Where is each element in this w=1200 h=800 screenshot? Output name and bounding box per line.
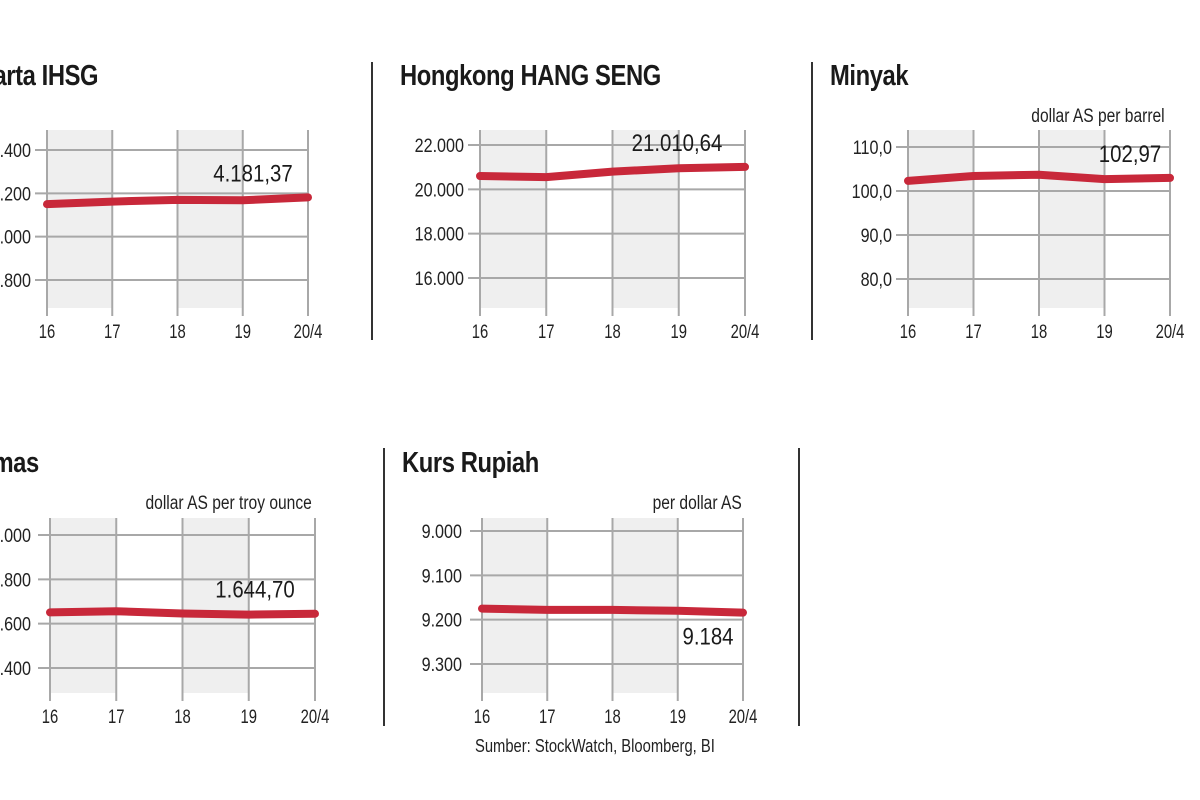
series-line bbox=[478, 604, 747, 617]
y-tick-label: 90,0 bbox=[861, 225, 893, 247]
x-tick-label: 17 bbox=[539, 706, 555, 727]
y-tick-label: 100,0 bbox=[852, 181, 893, 203]
last-value-label: 9.184 bbox=[682, 623, 733, 650]
y-tick-label: 1.600 bbox=[0, 613, 31, 635]
y-tick-label: 80,0 bbox=[861, 269, 893, 291]
shaded-band bbox=[177, 130, 243, 308]
x-tick-label: 16 bbox=[39, 321, 55, 342]
x-tick-label: 17 bbox=[104, 321, 120, 342]
shaded-band bbox=[612, 518, 678, 693]
shaded-band bbox=[1039, 130, 1105, 308]
y-tick-label: 9.300 bbox=[422, 654, 463, 676]
shaded-band bbox=[612, 130, 679, 308]
x-tick-label: 19 bbox=[1096, 321, 1112, 342]
y-tick-label: 9.200 bbox=[422, 609, 463, 631]
last-value-label: 4.181,37 bbox=[213, 160, 292, 187]
x-tick-label: 18 bbox=[169, 321, 185, 342]
x-tick-label: 16 bbox=[472, 321, 488, 342]
y-tick-label: 2.000 bbox=[0, 525, 31, 547]
source-note: Sumber: StockWatch, Bloomberg, BI bbox=[475, 736, 715, 756]
x-tick-label: 16 bbox=[474, 706, 490, 727]
chart-minyak: 110,0 100,0 90,0 80,0 16 17 18 19 20/4 102,97 bbox=[852, 130, 1185, 342]
chart-title: Hongkong HANG SENG bbox=[400, 60, 661, 92]
divider bbox=[371, 62, 373, 340]
y-tick-label: 4.400 bbox=[0, 140, 31, 162]
x-tick-label: 20/4 bbox=[729, 706, 758, 727]
chart-title: Emas bbox=[0, 447, 39, 479]
chart-unit: dollar AS per barrel bbox=[1031, 106, 1165, 127]
x-tick-label: 17 bbox=[965, 321, 981, 342]
divider bbox=[798, 448, 800, 726]
last-value-label: 102,97 bbox=[1099, 140, 1161, 167]
chart-panel-hangseng: Hongkong HANG SENG 22.000 20.000 18.000 16.… bbox=[395, 0, 805, 360]
x-tick-label: 16 bbox=[900, 321, 916, 342]
x-tick-label: 19 bbox=[241, 706, 257, 727]
chart-panel-rupiah: Kurs Rupiah per dollar AS 9.000 9.100 9.20… bbox=[400, 385, 800, 745]
x-tick-label: 20/4 bbox=[294, 321, 323, 342]
chart-unit: per dollar AS bbox=[652, 493, 742, 514]
y-tick-label: 3.800 bbox=[0, 270, 31, 292]
x-tick-label: 17 bbox=[108, 706, 124, 727]
chart-emas: 2.000 1.800 1.600 1.400 16 17 18 19 20/4 1.644,70 bbox=[0, 518, 330, 727]
y-tick-label: 4.000 bbox=[0, 226, 31, 248]
shaded-band bbox=[480, 130, 547, 308]
y-tick-label: 110,0 bbox=[853, 137, 892, 159]
shaded-band bbox=[50, 518, 117, 693]
x-tick-label: 18 bbox=[604, 321, 620, 342]
x-tick-label: 18 bbox=[174, 706, 190, 727]
y-tick-label: 1.800 bbox=[0, 569, 31, 591]
y-tick-label: 22.000 bbox=[415, 135, 465, 157]
chart-rupiah: 9.000 9.100 9.200 9.300 16 17 18 19 20/4 9.184 bbox=[422, 518, 758, 727]
y-tick-label: 9.000 bbox=[422, 521, 463, 543]
chart-unit: dollar AS per troy ounce bbox=[145, 493, 312, 514]
x-tick-label: 20/4 bbox=[731, 321, 760, 342]
shaded-band bbox=[182, 518, 249, 693]
x-tick-label: 19 bbox=[235, 321, 251, 342]
chart-panel-ihsg: Jakarta IHSG 4.400 4.200 4.000 3.800 16 17 18 1… bbox=[0, 0, 360, 360]
x-tick-label: 19 bbox=[670, 706, 686, 727]
x-tick-label: 18 bbox=[604, 706, 620, 727]
x-tick-label: 16 bbox=[42, 706, 58, 727]
divider bbox=[383, 448, 385, 726]
x-tick-label: 20/4 bbox=[1156, 321, 1185, 342]
chart-panel-emas: Emas dollar AS per troy ounce 2.000 1.800… bbox=[0, 385, 370, 745]
last-value-label: 1.644,70 bbox=[215, 576, 294, 603]
y-tick-label: 9.100 bbox=[422, 565, 463, 587]
x-tick-label: 20/4 bbox=[301, 706, 330, 727]
shaded-band bbox=[47, 130, 113, 308]
last-value-label: 21.010,64 bbox=[632, 129, 723, 156]
chart-panel-minyak: Minyak dollar AS per barrel 110,0 100,0 90… bbox=[825, 0, 1200, 360]
x-tick-label: 18 bbox=[1031, 321, 1047, 342]
x-tick-label: 19 bbox=[671, 321, 687, 342]
y-tick-label: 16.000 bbox=[415, 268, 465, 290]
chart-title: Minyak bbox=[830, 60, 909, 92]
y-tick-label: 18.000 bbox=[415, 223, 465, 245]
chart-title: Kurs Rupiah bbox=[402, 447, 539, 479]
chart-ihsg: 4.400 4.200 4.000 3.800 16 17 18 19 20/4 4.181,37 bbox=[0, 130, 323, 342]
y-tick-label: 1.400 bbox=[0, 658, 31, 680]
divider bbox=[811, 62, 813, 340]
shaded-band bbox=[908, 130, 974, 308]
chart-hangseng: 22.000 20.000 18.000 16.000 16 17 18 19 20/4 21.0… bbox=[415, 129, 760, 342]
chart-title: Jakarta IHSG bbox=[0, 60, 99, 92]
x-tick-label: 17 bbox=[538, 321, 554, 342]
series-line bbox=[46, 607, 319, 619]
y-tick-label: 4.200 bbox=[0, 183, 31, 205]
y-tick-label: 20.000 bbox=[415, 179, 465, 201]
